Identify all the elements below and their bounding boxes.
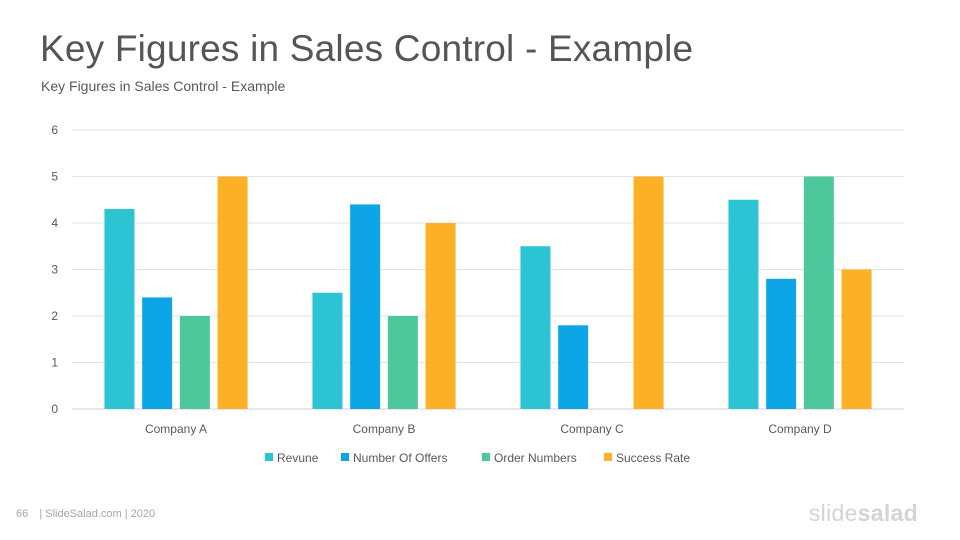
bar [312, 292, 343, 409]
x-tick-label: Company A [145, 422, 207, 436]
bar [803, 176, 834, 409]
bar [766, 278, 797, 409]
legend-swatch [482, 453, 490, 461]
brand-logo: slidesalad [809, 500, 918, 527]
bar [841, 269, 872, 409]
bar [142, 297, 173, 409]
bar [558, 325, 589, 409]
bar [728, 199, 759, 409]
bar [387, 316, 418, 409]
x-tick-label: Company B [353, 422, 416, 436]
legend-label: Order Numbers [494, 451, 577, 465]
legend-swatch [341, 453, 349, 461]
footer-text: | SlideSalad.com | 2020 [39, 508, 156, 520]
y-tick-label: 5 [51, 170, 58, 184]
bar [104, 209, 135, 409]
x-tick-label: Company D [768, 422, 832, 436]
legend-label: Revune [277, 451, 319, 465]
footer: 66 | SlideSalad.com | 2020 [16, 508, 155, 520]
bar [350, 204, 381, 409]
bar [520, 246, 551, 409]
brand-logo-part2: salad [857, 500, 918, 526]
legend-swatch [265, 453, 273, 461]
legend-swatch [604, 453, 612, 461]
y-tick-label: 2 [51, 309, 58, 323]
legend-label: Number Of Offers [353, 451, 447, 465]
page-number: 66 [16, 508, 29, 520]
bar [217, 176, 248, 409]
y-tick-label: 6 [51, 123, 58, 137]
y-tick-label: 3 [51, 263, 58, 277]
bar [425, 223, 456, 409]
y-tick-label: 4 [51, 216, 58, 230]
y-tick-label: 0 [51, 402, 58, 416]
slide-title: Key Figures in Sales Control - Example [40, 28, 694, 69]
brand-logo-part1: slide [808, 500, 858, 526]
legend-label: Success Rate [616, 451, 690, 465]
x-tick-label: Company C [560, 422, 624, 436]
slide-subtitle: Key Figures in Sales Control - Example [41, 78, 286, 94]
bar [633, 176, 664, 409]
y-tick-label: 1 [51, 356, 58, 370]
bar [179, 316, 210, 409]
